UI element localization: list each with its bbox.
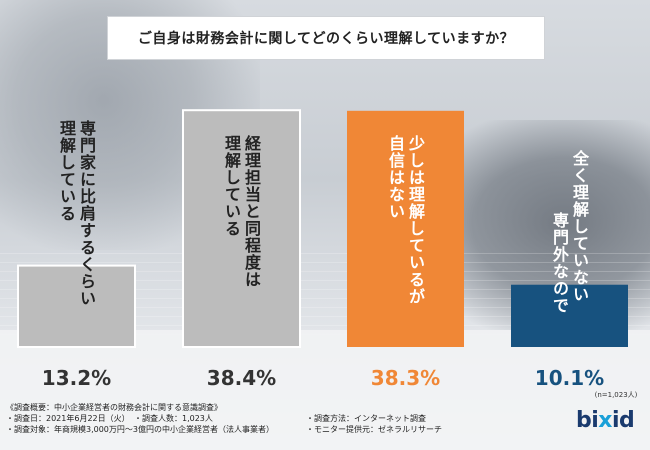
footnote-method: ・調査方法：インターネット調査	[306, 414, 426, 423]
value-label-2: 38.4%	[207, 366, 276, 390]
value-label-3: 38.3%	[371, 366, 440, 390]
question-title: ご自身は財務会計に関してどのくらい理解していますか？	[137, 31, 515, 47]
bar-2	[182, 109, 301, 348]
footnote-respondents: ・調査人数：1,023人	[134, 414, 213, 423]
bar-4-label-line-2: 専門外なので	[550, 212, 570, 314]
bar-1-label-line-2: 理解している	[57, 120, 76, 222]
survey-footnotes: 《調査概要：中小企業経営者の財務会計に関する意識調査》 ・調査日：2021年6月…	[6, 402, 566, 435]
bar-3-label-line-2: 自信はない	[386, 134, 405, 220]
bar-4	[511, 284, 628, 347]
bixid-logo: bixid	[576, 408, 635, 433]
question-box: ご自身は財務会計に関してどのくらい理解していますか？	[107, 16, 545, 60]
footnote-provider: ・モニター提供元：ゼネラルリサーチ	[306, 425, 442, 434]
footnote-target: ・調査対象：年商規模3,000万円〜3億円の中小企業経営者（法人事業者）	[6, 425, 274, 434]
bar-4-label-line-1: 全く理解していない	[570, 149, 590, 303]
value-label-1: 13.2%	[42, 366, 111, 390]
bar-3-label-line-1: 少しは理解しているが	[406, 134, 426, 305]
footnote-overview: 《調査概要：中小企業経営者の財務会計に関する意識調査》	[6, 403, 222, 412]
bar-1-label-line-1: 専門家に比肩するくらい	[77, 120, 96, 307]
sample-size-note: (n=1,023人)	[595, 391, 638, 399]
bar-2-label-line-2: 理解している	[222, 135, 241, 237]
background-photo-desk	[0, 330, 650, 450]
bar-2-label-line-1: 経理担当と同程度は	[242, 134, 261, 288]
bar-1	[17, 264, 136, 349]
bar-3	[347, 110, 464, 347]
footnote-date: ・調査日：2021年6月22日（火）	[6, 414, 130, 423]
value-label-4: 10.1%	[535, 366, 604, 390]
